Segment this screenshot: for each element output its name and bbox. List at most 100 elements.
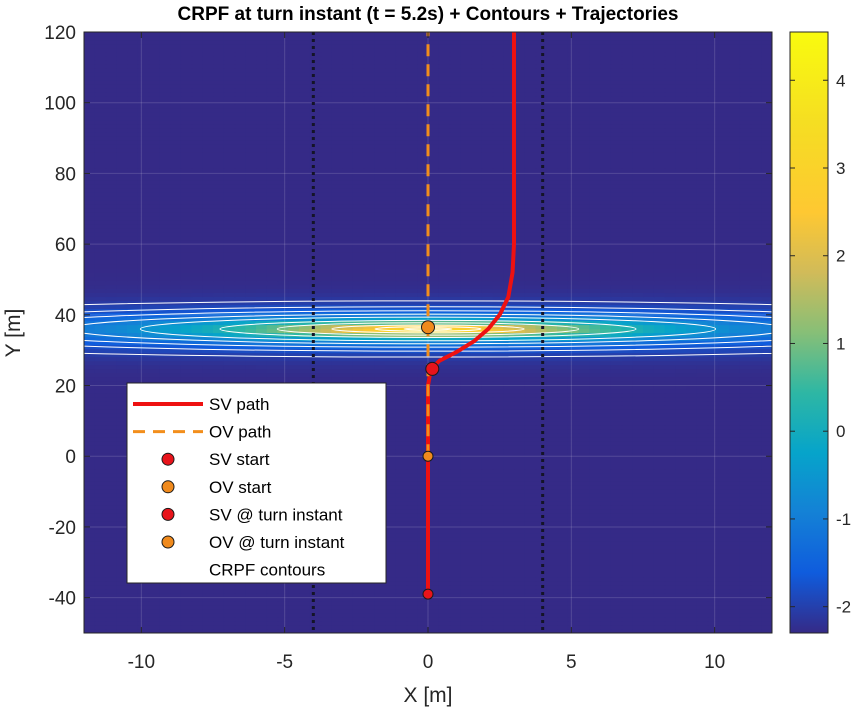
heatmap-cell [589,468,601,474]
heatmap-cell [653,372,666,378]
heatmap-cell [707,572,719,578]
heatmap-cell [514,480,526,486]
heatmap-cell [481,392,494,398]
heatmap-cell [718,592,730,598]
heatmap-cell [600,424,612,430]
heatmap-cell [105,600,117,606]
heatmap-cell [492,624,504,630]
heatmap-cell [417,484,429,490]
heatmap-cell [94,440,107,446]
heatmap-cell [492,516,504,522]
heatmap-cell [105,336,117,342]
heatmap-cell [116,596,128,602]
heatmap-cell [105,488,117,494]
heatmap-cell [438,484,451,490]
heatmap-cell [481,516,494,522]
heatmap-cell [460,568,472,574]
heatmap-cell [589,528,601,534]
heatmap-cell [492,320,504,326]
heatmap-cell [105,588,117,594]
heatmap-cell [395,576,408,582]
heatmap-cell [395,496,408,502]
heatmap-cell [761,448,772,454]
heatmap-cell [535,560,547,566]
heatmap-cell [696,612,709,618]
heatmap-cell [632,480,644,486]
heatmap-cell [245,592,257,598]
heatmap-cell [191,604,203,610]
heatmap-cell [460,472,472,478]
heatmap-cell [481,412,494,418]
heatmap-cell [94,584,107,590]
heatmap-cell [718,408,730,414]
heatmap-cell [567,428,580,434]
heatmap-cell [761,500,772,506]
heatmap-cell [707,420,719,426]
heatmap-cell [567,436,580,442]
heatmap-cell [643,368,655,374]
heatmap-cell [546,552,558,558]
heatmap-cell [159,364,171,370]
heatmap-cell [460,424,472,430]
heatmap-cell [739,392,752,398]
heatmap-cell [471,364,483,370]
heatmap-cell [202,604,214,610]
heatmap-cell [686,400,698,406]
heatmap-cell [438,624,451,630]
heatmap-cell [503,620,515,626]
heatmap-cell [438,364,451,370]
heatmap-cell [664,432,676,438]
heatmap-cell [406,620,418,626]
heatmap-cell [503,380,515,386]
heatmap-cell [653,608,666,614]
heatmap-cell [234,368,246,374]
heatmap-cell [686,396,698,402]
heatmap-cell [546,380,558,386]
heatmap-cell [481,444,494,450]
heatmap-cell [406,572,418,578]
heatmap-cell [492,584,504,590]
heatmap-cell [567,464,580,470]
heatmap-cell [578,600,590,606]
heatmap-cell [299,600,311,606]
heatmap-cell [729,616,741,622]
heatmap-cell [116,492,128,498]
heatmap-cell [202,372,214,378]
heatmap-cell [137,596,150,602]
heatmap-cell [428,528,440,534]
heatmap-cell [686,472,698,478]
heatmap-cell [643,476,655,482]
heatmap-cell [213,596,225,602]
heatmap-cell [428,628,440,633]
heatmap-cell [159,624,171,630]
heatmap-cell [460,440,472,446]
heatmap-cell [503,368,515,374]
heatmap-cell [127,376,139,382]
heatmap-cell [686,536,698,542]
heatmap-cell [750,556,762,562]
heatmap-cell [245,612,257,618]
heatmap-cell [449,516,461,522]
heatmap-cell [105,472,117,478]
heatmap-cell [653,520,666,526]
heatmap-cell [632,584,644,590]
heatmap-cell [481,580,494,586]
heatmap-cell [643,584,655,590]
heatmap-cell [116,380,128,386]
heatmap-cell [653,588,666,594]
heatmap-cell [503,624,515,630]
heatmap-cell [492,576,504,582]
heatmap-cell [600,600,612,606]
heatmap-cell [503,540,515,546]
heatmap-cell [718,332,730,338]
heatmap-cell [245,348,257,354]
heatmap-cell [707,560,719,566]
heatmap-cell [105,420,117,426]
heatmap-cell [449,376,461,382]
heatmap-cell [524,452,537,458]
heatmap-cell [664,452,676,458]
heatmap-cell [277,376,289,382]
heatmap-cell [363,328,375,334]
heatmap-cell [84,620,96,626]
heatmap-cell [739,404,752,410]
